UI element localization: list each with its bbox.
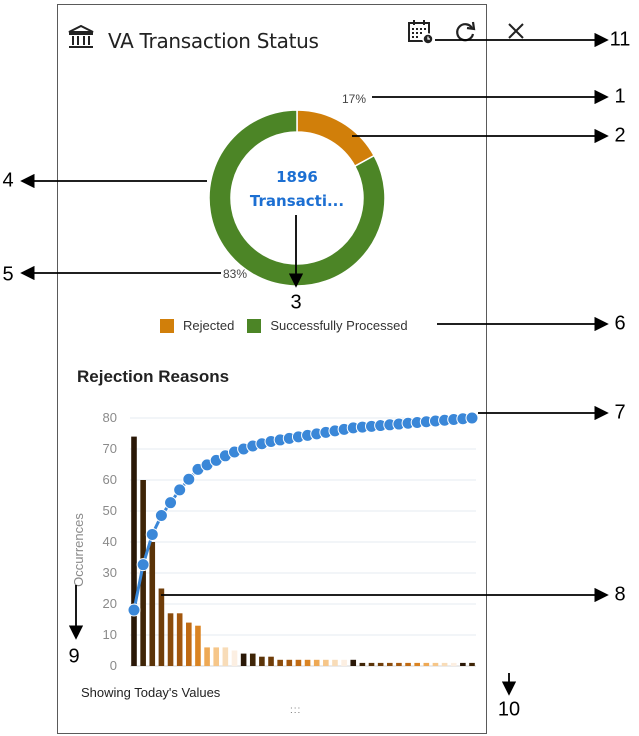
- legend-item-rejected[interactable]: Rejected: [183, 318, 235, 333]
- legend-item-processed[interactable]: Successfully Processed: [270, 318, 408, 333]
- cumulative-point[interactable]: [127, 603, 141, 617]
- callout-number: 6: [614, 312, 626, 335]
- bar[interactable]: [423, 662, 430, 666]
- cumulative-point[interactable]: [182, 472, 196, 486]
- y-tick-label: 60: [103, 472, 117, 487]
- footer-note: Showing Today's Values: [81, 685, 221, 700]
- bar[interactable]: [149, 542, 156, 666]
- bar[interactable]: [286, 659, 293, 666]
- bar[interactable]: [186, 622, 192, 666]
- cumulative-point[interactable]: [154, 509, 168, 523]
- bar[interactable]: [396, 662, 402, 666]
- bar[interactable]: [441, 662, 448, 666]
- rejected-percent-label: 17%: [342, 92, 367, 106]
- refresh-icon[interactable]: [452, 19, 478, 45]
- bar[interactable]: [204, 647, 210, 666]
- calendar-clock-icon[interactable]: [407, 19, 435, 45]
- bar[interactable]: [158, 588, 165, 667]
- bar[interactable]: [268, 656, 274, 666]
- callout-number: 8: [614, 583, 626, 606]
- cumulative-point[interactable]: [173, 483, 187, 497]
- bar[interactable]: [231, 650, 238, 667]
- rejection-reasons-pareto-chart: 010203040506070800%20%40%60%80%100%Occur…: [71, 410, 479, 673]
- callout-number: 9: [68, 645, 80, 668]
- widget-title: VA Transaction Status: [108, 29, 319, 53]
- y-axis-title: Occurrences: [71, 513, 86, 587]
- bar[interactable]: [295, 659, 302, 666]
- bar[interactable]: [386, 662, 393, 666]
- donut-slice-processed[interactable]: [208, 109, 386, 287]
- legend-swatch-processed: [247, 318, 262, 333]
- legend-swatch-rejected: [160, 318, 174, 333]
- cumulative-point[interactable]: [164, 496, 178, 510]
- cumulative-point[interactable]: [465, 411, 479, 425]
- va-transaction-status-widget: VA Transaction Status 1896 Transacti... …: [57, 4, 524, 734]
- rejection-reasons-title: Rejection Reasons: [77, 367, 230, 386]
- donut-legend: Rejected Successfully Processed: [160, 318, 408, 333]
- bar[interactable]: [313, 659, 320, 666]
- bar[interactable]: [377, 662, 384, 666]
- bar[interactable]: [131, 436, 137, 666]
- callout-number: 11: [609, 28, 631, 51]
- y-tick-label: 70: [103, 441, 117, 456]
- bar[interactable]: [341, 659, 347, 666]
- donut-center-value: 1896: [276, 168, 318, 186]
- cumulative-point[interactable]: [145, 527, 159, 541]
- bar[interactable]: [323, 659, 329, 666]
- bar[interactable]: [368, 662, 375, 666]
- y-tick-label: 0: [110, 658, 117, 673]
- processed-percent-label: 83%: [223, 267, 248, 281]
- bar[interactable]: [432, 662, 439, 666]
- resize-grip-handle[interactable]: :::: [290, 705, 302, 716]
- bar[interactable]: [277, 659, 283, 666]
- y-tick-label: 40: [103, 534, 117, 549]
- y-tick-label: 10: [103, 627, 117, 642]
- bar[interactable]: [414, 662, 420, 666]
- bar[interactable]: [240, 653, 247, 666]
- bar[interactable]: [167, 613, 174, 666]
- y-tick-label: 50: [103, 503, 117, 518]
- bar[interactable]: [350, 659, 357, 666]
- bar[interactable]: [332, 659, 338, 666]
- callout-number: 3: [290, 291, 302, 314]
- bar[interactable]: [405, 662, 411, 666]
- donut-center-label[interactable]: Transacti...: [249, 192, 345, 210]
- bar[interactable]: [195, 625, 201, 666]
- bar[interactable]: [450, 662, 457, 666]
- bank-icon: [68, 25, 94, 48]
- bar[interactable]: [176, 613, 183, 666]
- transaction-donut-chart: 1896 Transacti...: [207, 108, 387, 288]
- bar[interactable]: [140, 480, 146, 666]
- callout-number: 10: [497, 698, 521, 721]
- bar[interactable]: [460, 662, 466, 666]
- y-tick-label: 30: [103, 565, 117, 580]
- callout-number: 5: [2, 263, 14, 286]
- bar[interactable]: [469, 662, 475, 666]
- bar[interactable]: [222, 647, 229, 666]
- bar[interactable]: [213, 647, 220, 666]
- cumulative-point[interactable]: [136, 558, 150, 572]
- y-tick-label: 20: [103, 596, 117, 611]
- y-tick-label: 80: [103, 410, 117, 425]
- callout-number: 1: [614, 85, 626, 108]
- bar[interactable]: [359, 662, 366, 666]
- bar[interactable]: [249, 653, 256, 666]
- callout-number: 2: [614, 124, 626, 147]
- close-icon[interactable]: [505, 20, 527, 42]
- bar[interactable]: [304, 659, 311, 666]
- callout-number: 7: [614, 401, 626, 424]
- callout-number: 4: [2, 169, 14, 192]
- bar[interactable]: [259, 656, 265, 666]
